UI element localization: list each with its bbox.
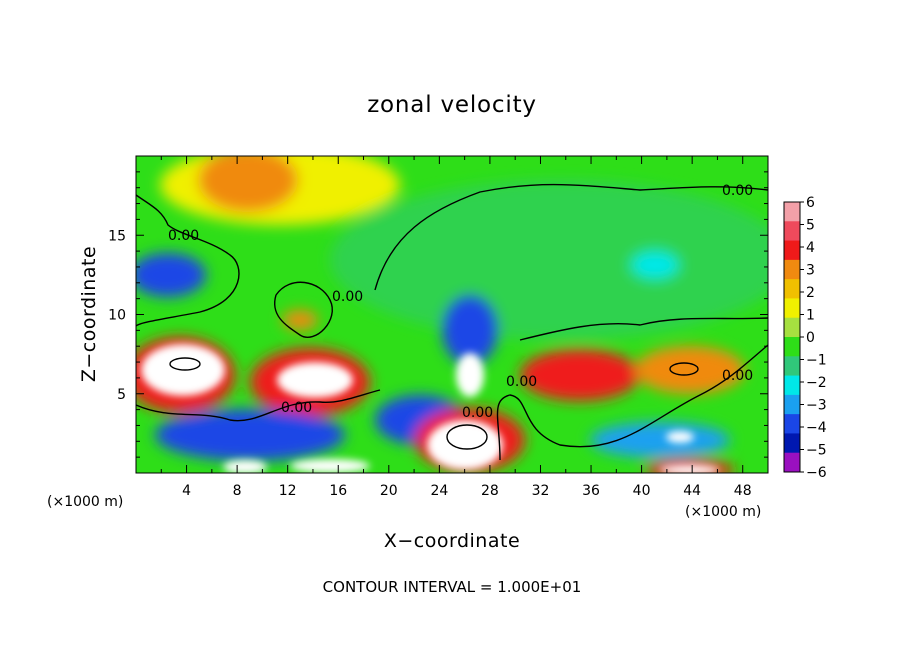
colorbar-swatch (784, 298, 800, 319)
heatmap-field: 0.00 0.00 0.00 0.00 0.00 0.00 0.00 (136, 156, 768, 473)
x-unit-note-right: (×1000 m) (685, 504, 761, 520)
contour-interval-note: CONTOUR INTERVAL = 1.000E+01 (323, 578, 582, 596)
white-core-mid (277, 362, 353, 398)
x-tick-label: 48 (734, 483, 752, 499)
colorbar-swatch (784, 279, 800, 299)
colorbar-swatch (784, 414, 800, 434)
orange-core (198, 156, 298, 212)
y-axis-label: Z−coordinate (78, 246, 100, 382)
x-tick-label: 44 (683, 483, 701, 499)
x-tick-label: 8 (233, 483, 242, 499)
y-tick-label: 5 (117, 387, 126, 403)
colorbar-tick-label: 4 (806, 240, 815, 256)
blue-cell-left (136, 253, 206, 297)
colorbar: 6 5 4 3 2 1 0 −1 −2 −3 −4 −5 −6 (783, 195, 827, 481)
colorbar-tick-label: −4 (806, 420, 827, 436)
colorbar-swatch (784, 356, 800, 377)
colorbar-swatch (784, 259, 800, 280)
colorbar-tick-label: −3 (806, 398, 827, 414)
white-core-lower-right (666, 431, 694, 443)
blue-lower-left (155, 409, 345, 461)
contour-label: 0.00 (506, 374, 537, 390)
white-core-bottom-c (660, 465, 720, 473)
contour-label: 0.00 (168, 228, 199, 244)
x-axis-ticks: 4 8 12 16 20 24 28 32 36 40 44 48 (160, 156, 752, 499)
x-tick-label: 24 (430, 483, 448, 499)
contour-label: 0.00 (722, 368, 753, 384)
colorbar-swatch (784, 317, 800, 338)
colorbar-tick-label: −1 (806, 353, 827, 369)
red-band-right (520, 349, 640, 401)
contour-label: 0.00 (722, 183, 753, 199)
white-core-bottom-a (223, 460, 267, 473)
colorbar-swatch (784, 221, 800, 242)
white-core-center (427, 420, 503, 470)
green-upper-right (330, 180, 768, 340)
colorbar-tick-label: 2 (806, 285, 815, 301)
x-axis-label: X−coordinate (384, 530, 520, 552)
colorbar-swatch (784, 375, 800, 396)
x-tick-label: 20 (380, 483, 398, 499)
contour-label: 0.00 (462, 405, 493, 421)
colorbar-tick-label: 3 (806, 263, 815, 279)
colorbar-swatch (784, 240, 800, 261)
y-tick-label: 15 (108, 228, 126, 244)
y-axis-ticks: 5 10 15 (108, 171, 768, 458)
blue-column (442, 295, 498, 365)
x-tick-label: 4 (182, 483, 191, 499)
x-tick-label: 32 (532, 483, 550, 499)
chart-title: zonal velocity (367, 92, 537, 118)
x-tick-label: 28 (481, 483, 499, 499)
x-unit-note-left: (×1000 m) (47, 494, 123, 510)
colorbar-tick-label: 0 (806, 330, 815, 346)
colorbar-swatch (784, 394, 800, 415)
white-core-column (456, 353, 484, 397)
colorbar-tick-label: 1 (806, 308, 815, 324)
colorbar-tick-label: −2 (806, 375, 827, 391)
x-tick-label: 36 (582, 483, 600, 499)
cyan-cell-right (630, 250, 680, 280)
contour-label: 0.00 (332, 289, 363, 305)
colorbar-swatch (784, 452, 800, 473)
colorbar-swatch (784, 433, 800, 454)
blue-lower-right (590, 422, 730, 458)
colorbar-swatch (784, 202, 800, 222)
contour-label: 0.00 (281, 400, 312, 416)
zero-contours (136, 183, 768, 461)
orange-band-right (635, 346, 745, 394)
x-tick-label: 40 (633, 483, 651, 499)
white-core-bottom-b (290, 459, 370, 473)
x-tick-label: 12 (279, 483, 297, 499)
colorbar-tick-label: −5 (806, 443, 827, 459)
contour-labels: 0.00 0.00 0.00 0.00 0.00 0.00 0.00 (168, 183, 753, 421)
colorbar-tick-label: 5 (806, 218, 815, 234)
orange-patch-small (282, 310, 318, 330)
colorbar-swatch (784, 337, 800, 357)
x-tick-label: 16 (329, 483, 347, 499)
colorbar-tick-label: 6 (806, 195, 815, 211)
y-tick-label: 10 (108, 308, 126, 324)
colorbar-tick-label: −6 (806, 465, 827, 481)
